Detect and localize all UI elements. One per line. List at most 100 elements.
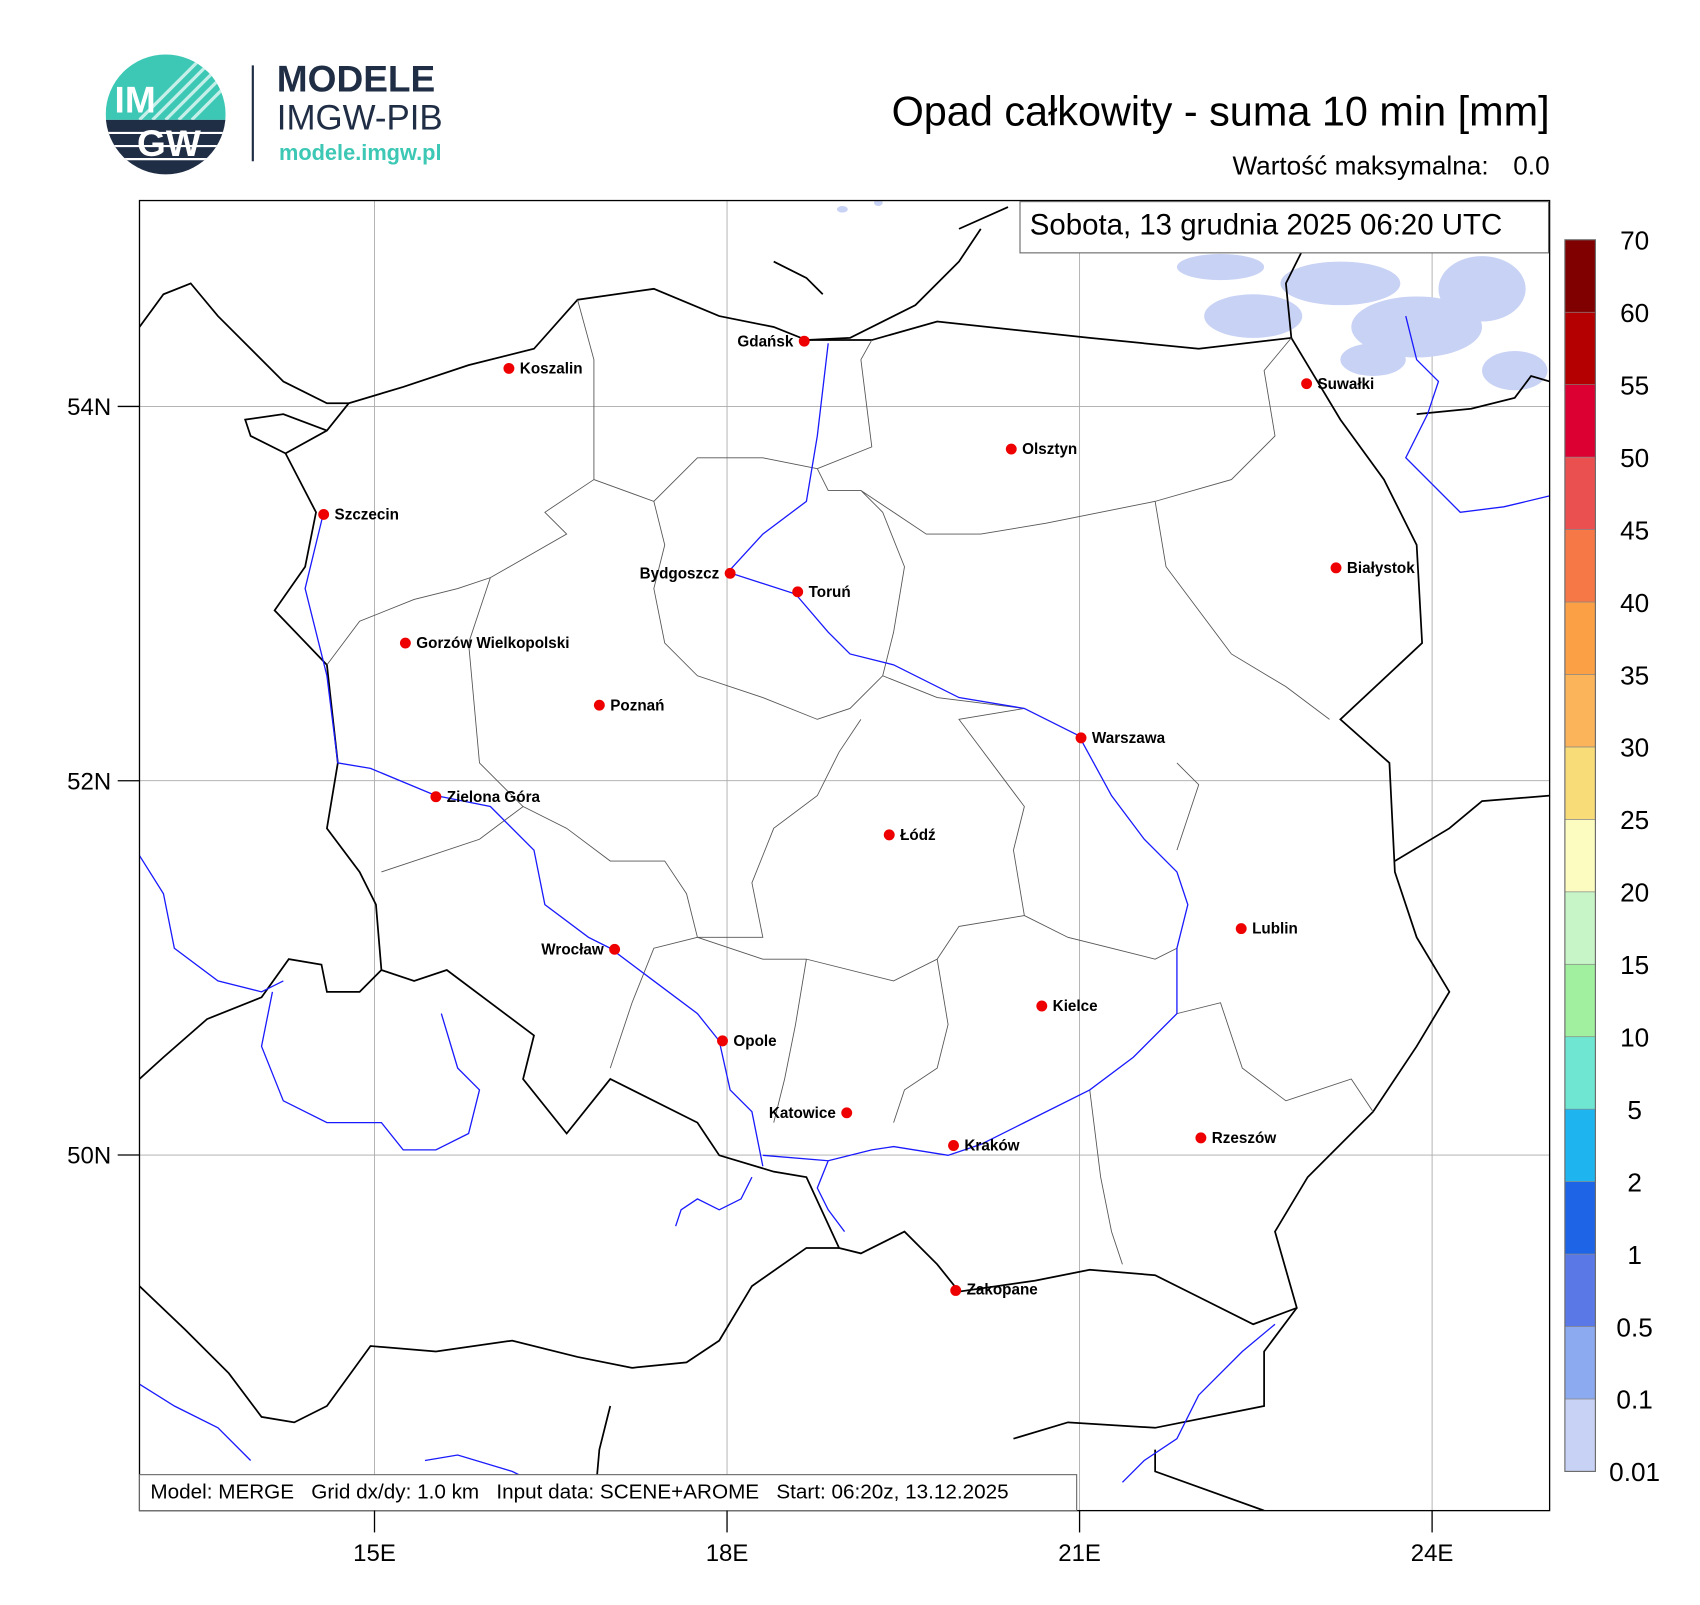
city-label: Gorzów Wielkopolski	[416, 635, 569, 652]
footer-box	[138, 1474, 1078, 1512]
y-tick-label: 50N	[67, 1143, 111, 1170]
x-tick-label: 24E	[1411, 1540, 1454, 1567]
city-marker	[1301, 378, 1313, 390]
max-value: 0.0	[1513, 150, 1549, 180]
city-label: Opole	[733, 1033, 776, 1050]
colorbar-label: 45	[1620, 515, 1649, 545]
city-label: Wrocław	[541, 941, 604, 958]
city: Lublin	[1235, 921, 1298, 938]
city: Rzeszów	[1195, 1130, 1276, 1147]
colorbar-swatch	[1564, 456, 1596, 530]
x-tick-label: 21E	[1058, 1540, 1101, 1567]
y-tick-label: 52N	[67, 768, 111, 795]
country-border	[139, 1247, 1298, 1511]
badge-text: IM	[115, 78, 156, 120]
city-marker	[717, 1035, 728, 1047]
country-border	[139, 287, 1451, 1326]
logo-org: IMGW-PIB	[277, 99, 443, 138]
river	[139, 315, 1550, 1489]
colorbar-label: 60	[1620, 298, 1649, 328]
x-tick-label: 15E	[353, 1540, 396, 1567]
colorbar-swatch	[1564, 529, 1596, 603]
colorbar-label: 50	[1620, 443, 1649, 473]
city-label: Toruń	[809, 584, 851, 601]
colorbar-label: 40	[1620, 588, 1649, 618]
city-marker	[792, 586, 804, 598]
city: Katowice	[769, 1105, 853, 1122]
city-marker	[430, 791, 442, 803]
y-tick-label: 54N	[67, 394, 111, 421]
colorbar-swatch	[1564, 311, 1596, 386]
region-border	[326, 299, 1374, 1265]
badge-text: GW	[137, 122, 201, 164]
colorbar-swatch	[1564, 1108, 1596, 1182]
city-label: Koszalin	[520, 361, 583, 378]
city-marker	[503, 362, 515, 374]
city-marker	[1005, 443, 1017, 455]
city: Kraków	[948, 1138, 1020, 1155]
colorbar-swatch	[1564, 384, 1596, 458]
colorbar-swatch	[1564, 746, 1596, 820]
city-label: Bydgoszcz	[640, 565, 720, 582]
colorbar-label: 25	[1620, 805, 1649, 835]
city-label: Gdańsk	[737, 333, 793, 350]
city-label: Kielce	[1053, 998, 1098, 1015]
city-marker	[1036, 1000, 1048, 1012]
map-body: Gdańsk Koszalin Suwałki Olsztyn Szczecin…	[139, 200, 1550, 1511]
city-label: Olsztyn	[1022, 441, 1077, 458]
city-marker	[798, 335, 810, 347]
logo: IM GW MODELE IMGW-PIB modele.imgw.pl	[105, 54, 443, 175]
city-marker	[1195, 1132, 1207, 1144]
grid	[139, 200, 1550, 1511]
colorbar-label: 2	[1627, 1167, 1642, 1197]
city: Toruń	[792, 584, 851, 601]
colorbar-swatch	[1564, 819, 1596, 893]
colorbar-swatch	[1564, 891, 1596, 965]
colorbar-swatch	[1564, 1398, 1596, 1472]
colorbar-label: 55	[1620, 370, 1649, 400]
city: Poznań	[593, 697, 664, 714]
city-label: Szczecin	[335, 507, 399, 524]
city: Gdańsk	[737, 333, 810, 350]
logo-url: modele.imgw.pl	[279, 140, 442, 165]
city: Białystok	[1330, 560, 1415, 577]
colorbar-swatch	[1564, 1253, 1596, 1327]
city-marker	[609, 943, 621, 955]
logo-name: MODELE	[277, 58, 435, 100]
city-marker	[724, 567, 736, 579]
colorbar-label: 1	[1627, 1240, 1642, 1270]
colorbar-label: 20	[1620, 878, 1649, 908]
city-label: Rzeszów	[1212, 1130, 1277, 1147]
city-label: Warszawa	[1092, 730, 1166, 747]
city: Suwałki	[1301, 376, 1374, 393]
city: Olsztyn	[1005, 441, 1077, 458]
colorbar-label: 30	[1620, 733, 1649, 763]
colorbar-swatch	[1564, 963, 1596, 1038]
colorbar-swatch	[1564, 1036, 1596, 1110]
coastline	[139, 206, 1550, 862]
colorbar-swatch	[1564, 601, 1596, 675]
colorbar-swatch	[1564, 1181, 1596, 1255]
city-marker	[883, 829, 895, 841]
axes: 15E 18E 21E 24E 50N 52N 54N	[67, 394, 1453, 1567]
city-marker	[948, 1140, 959, 1151]
city-marker	[950, 1285, 962, 1296]
city-marker	[841, 1107, 853, 1119]
city-label: Kraków	[964, 1138, 1019, 1155]
city-marker	[593, 699, 605, 711]
city-marker	[1075, 732, 1087, 744]
colorbar-label: 10	[1620, 1023, 1649, 1053]
colorbar-label: 15	[1620, 950, 1649, 980]
footer: Model: MERGE Grid dx/dy: 1.0 km Input da…	[150, 1481, 1008, 1504]
city: Opole	[717, 1033, 777, 1050]
city: Kielce	[1036, 998, 1098, 1015]
city: Szczecin	[318, 507, 399, 524]
map-frame	[138, 199, 1551, 1512]
city-label: Białystok	[1347, 560, 1415, 577]
cities: Gdańsk Koszalin Suwałki Olsztyn Szczecin…	[318, 333, 1415, 1298]
lakes	[836, 200, 1548, 391]
city: Bydgoszcz	[640, 565, 736, 582]
